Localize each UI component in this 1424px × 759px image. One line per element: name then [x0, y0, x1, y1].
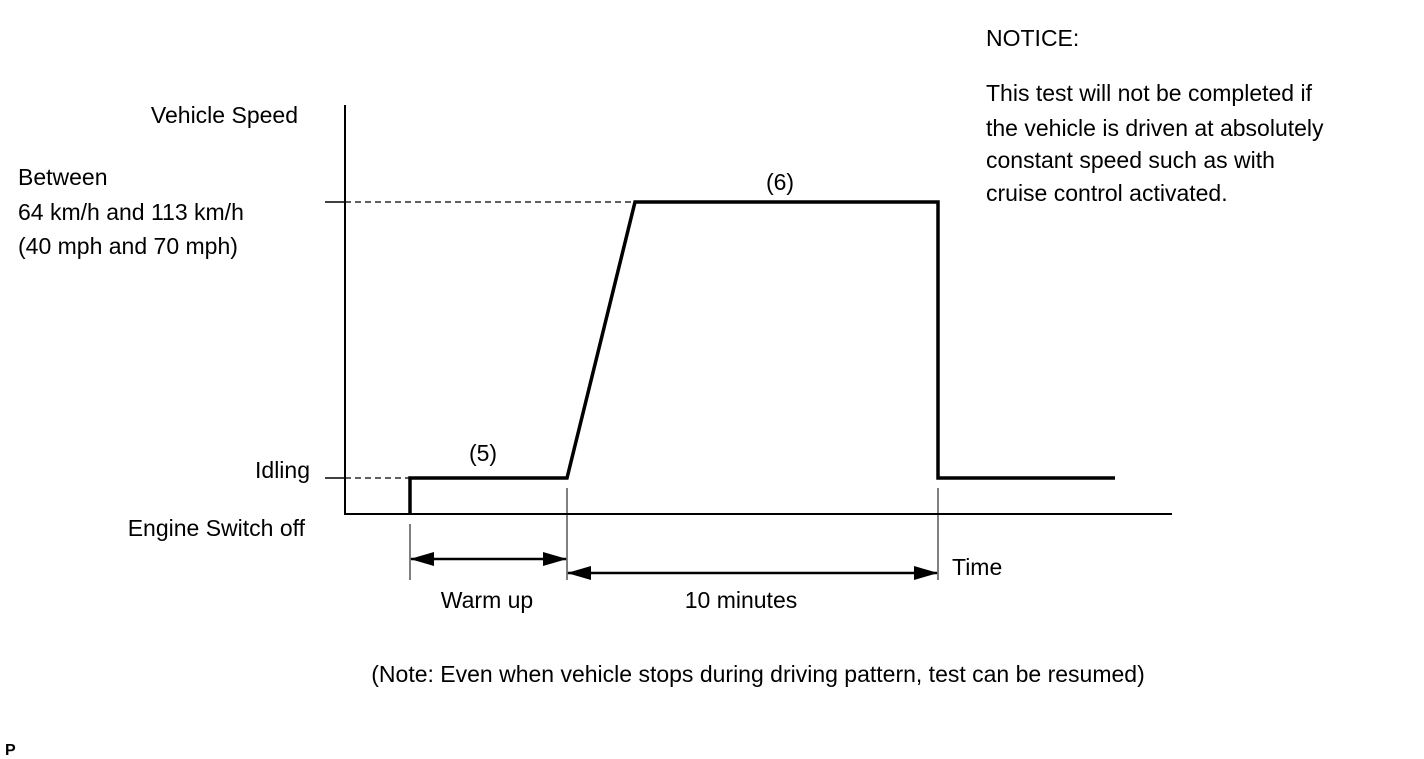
notice-line-3: constant speed such as with: [986, 147, 1275, 173]
x-axis-label: Time: [952, 554, 1002, 580]
y-axis-label: Vehicle Speed: [151, 102, 298, 128]
notice-line-1: This test will not be completed if: [986, 80, 1313, 106]
phase-6-label: (6): [766, 169, 794, 195]
speed-profile-line: [408, 200, 1115, 514]
notice-title: NOTICE:: [986, 25, 1079, 51]
phase-5-label: (5): [469, 440, 497, 466]
speed-level-label-line-3: (40 mph and 70 mph): [18, 233, 238, 259]
corner-mark: P: [5, 742, 16, 759]
idling-label: Idling: [255, 457, 310, 483]
speed-level-label-line-1: Between: [18, 164, 108, 190]
notice-line-4: cruise control activated.: [986, 180, 1228, 206]
speed-level-label-line-2: 64 km/h and 113 km/h: [18, 199, 244, 225]
note-text: (Note: Even when vehicle stops during dr…: [371, 661, 1144, 687]
engine-off-label: Engine Switch off: [128, 515, 306, 541]
warm-up-label: Warm up: [441, 587, 533, 613]
duration-label: 10 minutes: [685, 587, 798, 613]
notice-line-2: the vehicle is driven at absolutely: [986, 115, 1324, 141]
